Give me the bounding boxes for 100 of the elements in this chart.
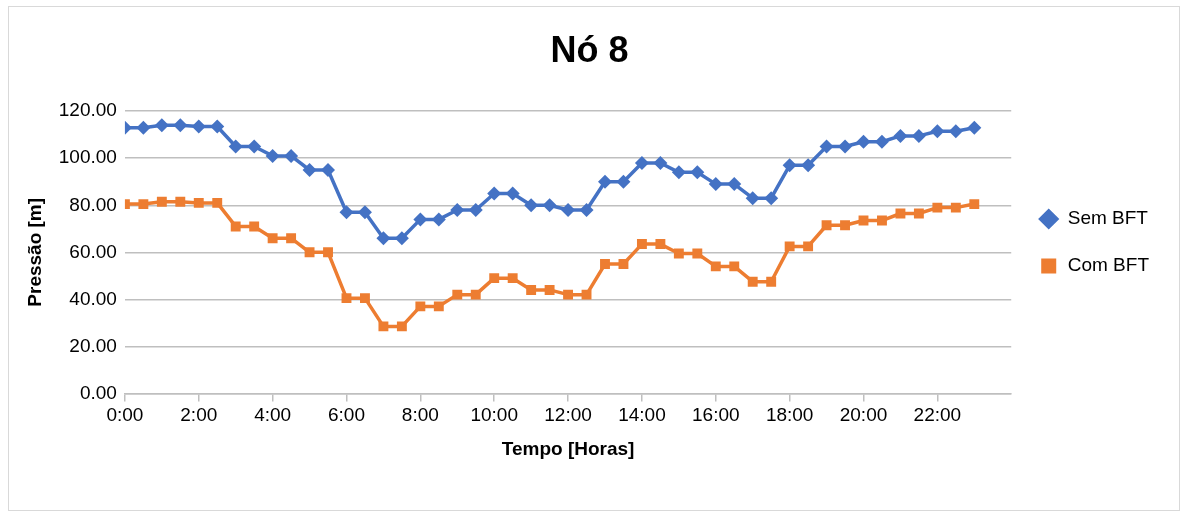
x-tick-label: 14:00: [618, 404, 666, 426]
point: [840, 220, 850, 231]
point: [563, 289, 574, 300]
point: [249, 221, 260, 232]
point: [764, 191, 779, 206]
point: [838, 139, 853, 154]
x-tick-label: 20:00: [839, 404, 888, 426]
y-tick-label: 40.00: [69, 287, 117, 309]
point: [710, 261, 721, 272]
point: [600, 259, 610, 270]
point: [618, 259, 629, 270]
point: [286, 233, 297, 244]
x-tick-label: 12:00: [544, 404, 592, 426]
point: [323, 247, 333, 258]
point: [173, 118, 188, 133]
point: [175, 196, 186, 207]
point: [339, 205, 354, 220]
legend-label: Com BFT: [1067, 254, 1150, 276]
x-tick-label: 4:00: [254, 404, 292, 426]
point: [561, 202, 576, 217]
point: [544, 284, 555, 295]
point: [304, 247, 315, 258]
point: [265, 148, 280, 163]
point: [766, 276, 777, 287]
point: [156, 196, 167, 207]
point: [747, 276, 758, 287]
y-tick-label: 120.00: [58, 99, 117, 121]
point: [413, 212, 428, 227]
point: [341, 293, 352, 304]
point: [932, 202, 943, 213]
point: [431, 212, 446, 227]
point: [671, 165, 686, 180]
point: [524, 198, 539, 213]
point: [394, 231, 409, 246]
point: [967, 120, 982, 135]
point: [784, 241, 795, 252]
point: [321, 162, 336, 177]
point: [856, 134, 871, 149]
y-tick-label: 60.00: [69, 240, 117, 262]
point: [193, 197, 204, 208]
x-tick-label: 16:00: [692, 404, 740, 426]
point: [487, 186, 502, 201]
point: [284, 148, 299, 163]
point: [507, 273, 518, 284]
legend-label: Sem BFT: [1067, 207, 1149, 229]
point: [729, 261, 740, 272]
point: [154, 118, 169, 133]
point: [634, 155, 649, 170]
point: [396, 321, 407, 332]
point: [969, 199, 980, 210]
point: [821, 220, 832, 231]
point: [745, 191, 760, 206]
point: [136, 120, 151, 135]
point: [692, 248, 703, 259]
point: [452, 289, 463, 300]
point: [542, 198, 557, 213]
x-tick-label: 2:00: [180, 404, 218, 426]
point: [376, 231, 391, 246]
y-tick-label: 100.00: [58, 146, 117, 168]
point: [653, 155, 668, 170]
point: [801, 158, 816, 173]
point: [247, 139, 262, 154]
y-tick-label: 20.00: [69, 334, 117, 356]
point: [598, 174, 612, 189]
point: [690, 165, 705, 180]
point: [708, 177, 723, 192]
point: [230, 221, 241, 232]
point: [895, 208, 906, 219]
point: [948, 124, 963, 139]
point: [378, 321, 389, 332]
point: [433, 301, 444, 312]
point: [450, 202, 465, 217]
point: [267, 233, 278, 244]
point: [874, 134, 889, 149]
point: [877, 215, 887, 226]
point: [673, 248, 684, 259]
point: [468, 202, 483, 217]
x-tick-label: 10:00: [470, 404, 518, 426]
point: [636, 239, 647, 250]
x-tick-label: 0:00: [106, 404, 144, 426]
x-tick-label: 8:00: [401, 404, 439, 426]
point: [911, 128, 926, 143]
x-tick-label: 6:00: [328, 404, 365, 426]
point: [581, 289, 592, 300]
point: [228, 139, 243, 154]
point: [360, 293, 370, 304]
point: [819, 139, 834, 154]
point: [803, 241, 814, 252]
point: [302, 162, 317, 177]
point: [858, 215, 869, 226]
point: [950, 202, 961, 213]
point: [655, 239, 666, 250]
x-axis-title: Tempo [Horas]: [501, 437, 635, 459]
chart-title: Nó 8: [550, 28, 629, 70]
y-tick-label: 0.00: [79, 381, 117, 403]
point: [579, 202, 594, 217]
x-tick-label: 22:00: [913, 404, 962, 426]
y-axis-title: Pressão [m]: [23, 197, 45, 307]
x-tick-label: 18:00: [765, 404, 814, 426]
point: [727, 177, 742, 192]
